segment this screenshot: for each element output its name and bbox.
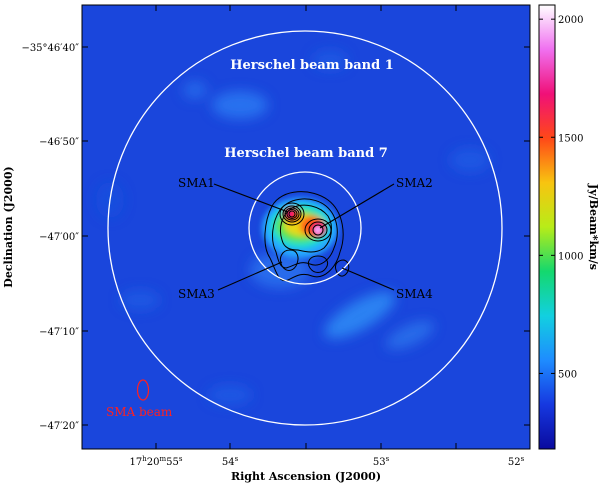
y-tick-label: −47′20″: [39, 421, 79, 432]
herschel-beam-band7-label: Herschel beam band 7: [224, 146, 388, 161]
x-tick-label: 53s: [373, 455, 390, 468]
colorbar-tick-label: 1500: [558, 133, 583, 144]
x-tick-labels: 17h20m55s 54s 53s 52s: [130, 455, 525, 468]
x-tick-label: 54s: [222, 455, 239, 468]
diffuse-emission: [96, 50, 490, 405]
sma2-pointer: [319, 183, 395, 229]
sma1-pointer: [213, 183, 289, 213]
y-axis-label: Declination (J2000): [2, 166, 15, 287]
y-tick-label: −47′10″: [39, 327, 79, 338]
colorbar-frame: [538, 4, 556, 450]
x-axis-label: Right Ascension (J2000): [231, 470, 381, 483]
colorbar-ticks: 2000 1500 1000 500: [539, 15, 583, 380]
herschel-beam-band1-circle: [107, 30, 503, 426]
y-tick-label: −47′00″: [39, 232, 79, 243]
colorbar-gradient: [539, 5, 555, 449]
sma3-label: SMA3: [178, 287, 215, 301]
pointer-lines: [213, 183, 395, 291]
herschel-beam-band1-label: Herschel beam band 1: [230, 58, 394, 73]
sma-beam-label: SMA beam: [106, 405, 173, 419]
colorbar-tick-label: 500: [558, 369, 577, 380]
colorbar-label: Jy/Beam*km/s: [587, 183, 600, 270]
x-tick-label: 52s: [508, 455, 525, 468]
colorbar-tick-label: 2000: [558, 15, 583, 26]
colorbar-tick-label: 1000: [558, 251, 583, 262]
herschel-beam-band7-circle: [248, 171, 362, 285]
sma3-pointer: [217, 261, 283, 291]
sma4-label: SMA4: [396, 287, 433, 301]
sma-beam-ellipse: [136, 379, 150, 401]
sma2-label: SMA2: [396, 176, 433, 190]
frame-ticks: [82, 5, 530, 449]
core-emission: [262, 198, 338, 258]
y-tick-label: −46′50″: [39, 137, 79, 148]
sma4-pointer: [341, 267, 395, 291]
x-tick-label: 17h20m55s: [130, 455, 183, 468]
y-tick-labels: −35°46′40″ −46′50″ −47′00″ −47′10″ −47′2…: [21, 43, 79, 432]
sma1-label: SMA1: [178, 176, 215, 190]
colorbar: 2000 1500 1000 500 Jy/Beam*km/s: [538, 4, 600, 450]
map-image: Herschel beam band 1 Herschel beam band …: [82, 5, 530, 449]
y-tick-label: −35°46′40″: [21, 43, 79, 54]
